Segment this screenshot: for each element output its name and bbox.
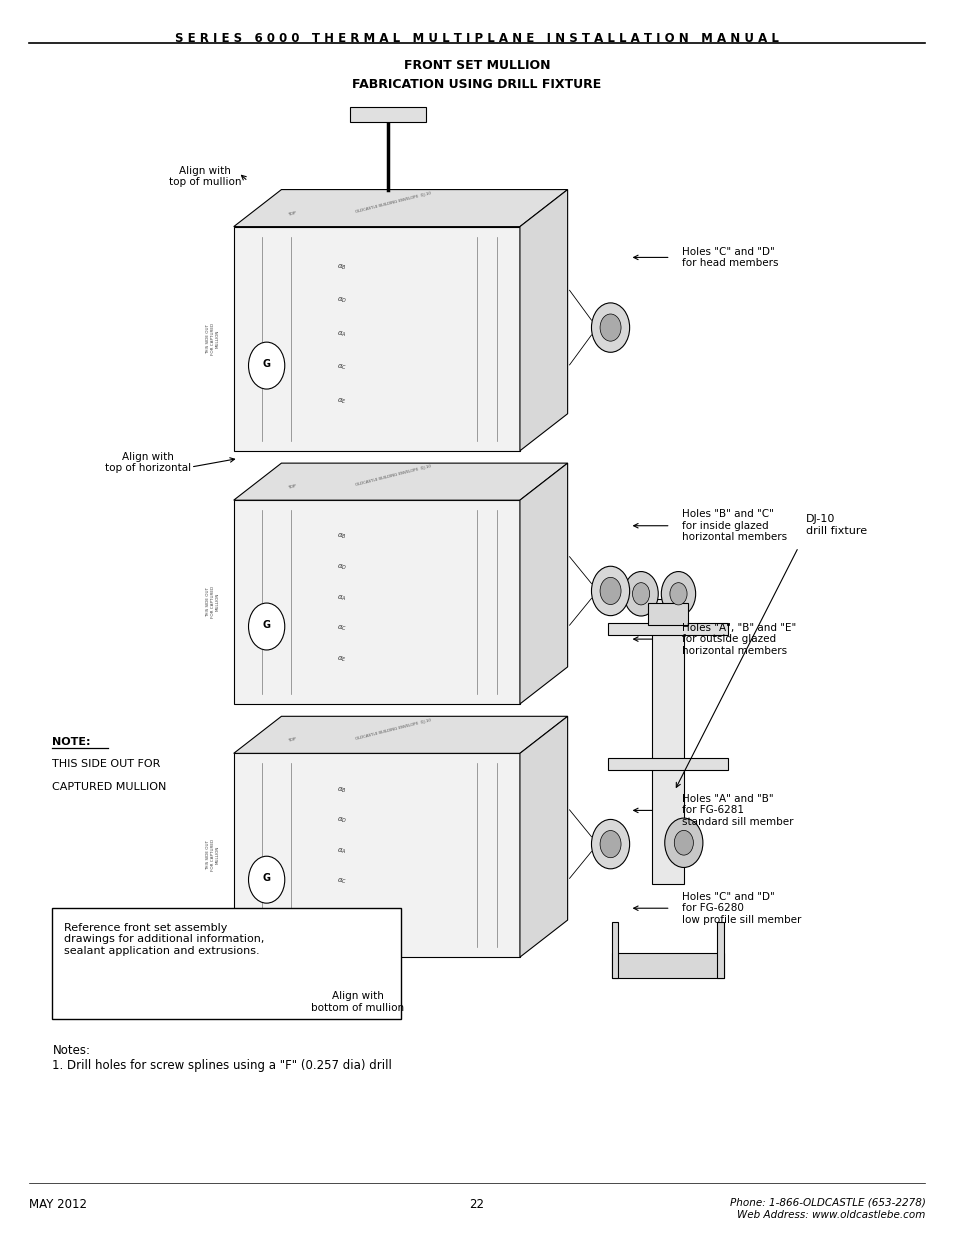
Text: MAY 2012: MAY 2012	[29, 1198, 87, 1212]
Circle shape	[248, 856, 284, 903]
Text: OLDCASTLE BUILDING ENVELOPE  DJ-10: OLDCASTLE BUILDING ENVELOPE DJ-10	[355, 191, 432, 214]
Text: Holes "A" and "B"
for FG-6281
standard sill member: Holes "A" and "B" for FG-6281 standard s…	[681, 794, 793, 827]
Circle shape	[660, 572, 695, 616]
Text: Align with
top of horizontal: Align with top of horizontal	[105, 452, 191, 473]
Text: $\alpha_C$: $\alpha_C$	[336, 363, 346, 373]
Text: THIS SIDE OUT
FOR CAPTURED
MULLION: THIS SIDE OUT FOR CAPTURED MULLION	[206, 839, 219, 872]
Text: 22: 22	[469, 1198, 484, 1212]
Text: G: G	[262, 359, 271, 369]
Text: Holes "A", "B" and "E"
for outside glazed
horizontal members: Holes "A", "B" and "E" for outside glaze…	[681, 622, 796, 656]
Circle shape	[623, 572, 658, 616]
Circle shape	[591, 566, 629, 616]
Text: NOTE:: NOTE:	[52, 737, 91, 747]
Text: Align with
bottom of mullion: Align with bottom of mullion	[311, 992, 404, 1013]
Text: $\alpha_A$: $\alpha_A$	[336, 593, 346, 603]
Polygon shape	[233, 190, 567, 227]
Polygon shape	[233, 500, 519, 704]
Text: Reference front set assembly
drawings for additional information,
sealant applic: Reference front set assembly drawings fo…	[64, 923, 264, 956]
Bar	[611, 953, 723, 978]
Text: $\alpha_A$: $\alpha_A$	[336, 846, 346, 856]
Polygon shape	[519, 463, 567, 704]
Text: THIS SIDE OUT
FOR CAPTURED
MULLION: THIS SIDE OUT FOR CAPTURED MULLION	[206, 585, 219, 619]
Text: OLDCASTLE BUILDING ENVELOPE  DJ-10: OLDCASTLE BUILDING ENVELOPE DJ-10	[355, 718, 432, 741]
Text: $\alpha_D$: $\alpha_D$	[336, 296, 347, 305]
Bar	[52, 908, 400, 1019]
Text: DJ-10
drill fixture: DJ-10 drill fixture	[805, 514, 866, 536]
Polygon shape	[519, 190, 567, 451]
Text: $\alpha_C$: $\alpha_C$	[336, 624, 346, 634]
Text: Holes "B" and "C"
for inside glazed
horizontal members: Holes "B" and "C" for inside glazed hori…	[681, 509, 786, 542]
Bar	[651, 599, 683, 884]
Text: $\alpha_E$: $\alpha_E$	[336, 396, 346, 406]
Text: Phone: 1-866-OLDCASTLE (653-2278)
Web Address: www.oldcastlebe.com: Phone: 1-866-OLDCASTLE (653-2278) Web Ad…	[729, 1198, 924, 1219]
Text: $\alpha_D$: $\alpha_D$	[336, 563, 347, 572]
Circle shape	[599, 314, 620, 341]
Bar	[647, 603, 687, 625]
Text: S E R I E S   6 0 0 0   T H E R M A L   M U L T I P L A N E   I N S T A L L A T : S E R I E S 6 0 0 0 T H E R M A L M U L …	[175, 32, 778, 46]
Text: $\alpha_B$: $\alpha_B$	[336, 785, 346, 794]
Text: $\alpha_E$: $\alpha_E$	[336, 908, 346, 916]
Text: $\alpha_B$: $\alpha_B$	[336, 532, 346, 541]
Text: FRONT SET MULLION: FRONT SET MULLION	[403, 59, 550, 73]
Bar	[607, 758, 727, 771]
Text: THIS SIDE OUT
FOR CAPTURED
MULLION: THIS SIDE OUT FOR CAPTURED MULLION	[206, 322, 219, 354]
Text: $\alpha_D$: $\alpha_D$	[336, 816, 347, 825]
Circle shape	[599, 830, 620, 857]
Bar	[350, 106, 426, 121]
Circle shape	[632, 583, 649, 605]
Polygon shape	[233, 463, 567, 500]
Circle shape	[248, 342, 284, 389]
Circle shape	[248, 603, 284, 650]
Text: TOP: TOP	[288, 737, 296, 743]
Text: G: G	[262, 620, 271, 630]
Text: FABRICATION USING DRILL FIXTURE: FABRICATION USING DRILL FIXTURE	[352, 78, 601, 91]
Bar	[611, 923, 618, 978]
Circle shape	[669, 583, 686, 605]
Bar	[607, 622, 727, 635]
Text: Align with
top of mullion: Align with top of mullion	[169, 165, 241, 188]
Text: Holes "C" and "D"
for FG-6280
low profile sill member: Holes "C" and "D" for FG-6280 low profil…	[681, 892, 801, 925]
Text: THIS SIDE OUT FOR: THIS SIDE OUT FOR	[52, 760, 161, 769]
Circle shape	[591, 303, 629, 352]
Circle shape	[591, 820, 629, 869]
Text: G: G	[262, 873, 271, 883]
Text: TOP: TOP	[288, 211, 296, 216]
Bar	[717, 923, 723, 978]
Text: OLDCASTLE BUILDING ENVELOPE  DJ-10: OLDCASTLE BUILDING ENVELOPE DJ-10	[355, 464, 432, 488]
Text: $\alpha_B$: $\alpha_B$	[336, 262, 346, 272]
Polygon shape	[233, 227, 519, 451]
Text: $\alpha_C$: $\alpha_C$	[336, 877, 346, 887]
Text: CAPTURED MULLION: CAPTURED MULLION	[52, 782, 167, 792]
Polygon shape	[519, 716, 567, 957]
Circle shape	[664, 818, 702, 867]
Polygon shape	[233, 716, 567, 753]
Text: $\alpha_A$: $\alpha_A$	[336, 330, 346, 338]
Text: TOP: TOP	[288, 484, 296, 490]
Text: Holes "C" and "D"
for head members: Holes "C" and "D" for head members	[681, 247, 778, 268]
Text: Notes:
1. Drill holes for screw splines using a "F" (0.257 dia) drill: Notes: 1. Drill holes for screw splines …	[52, 1044, 392, 1072]
Circle shape	[599, 578, 620, 605]
Circle shape	[674, 830, 693, 855]
Text: $\alpha_E$: $\alpha_E$	[336, 655, 346, 663]
Polygon shape	[233, 753, 519, 957]
